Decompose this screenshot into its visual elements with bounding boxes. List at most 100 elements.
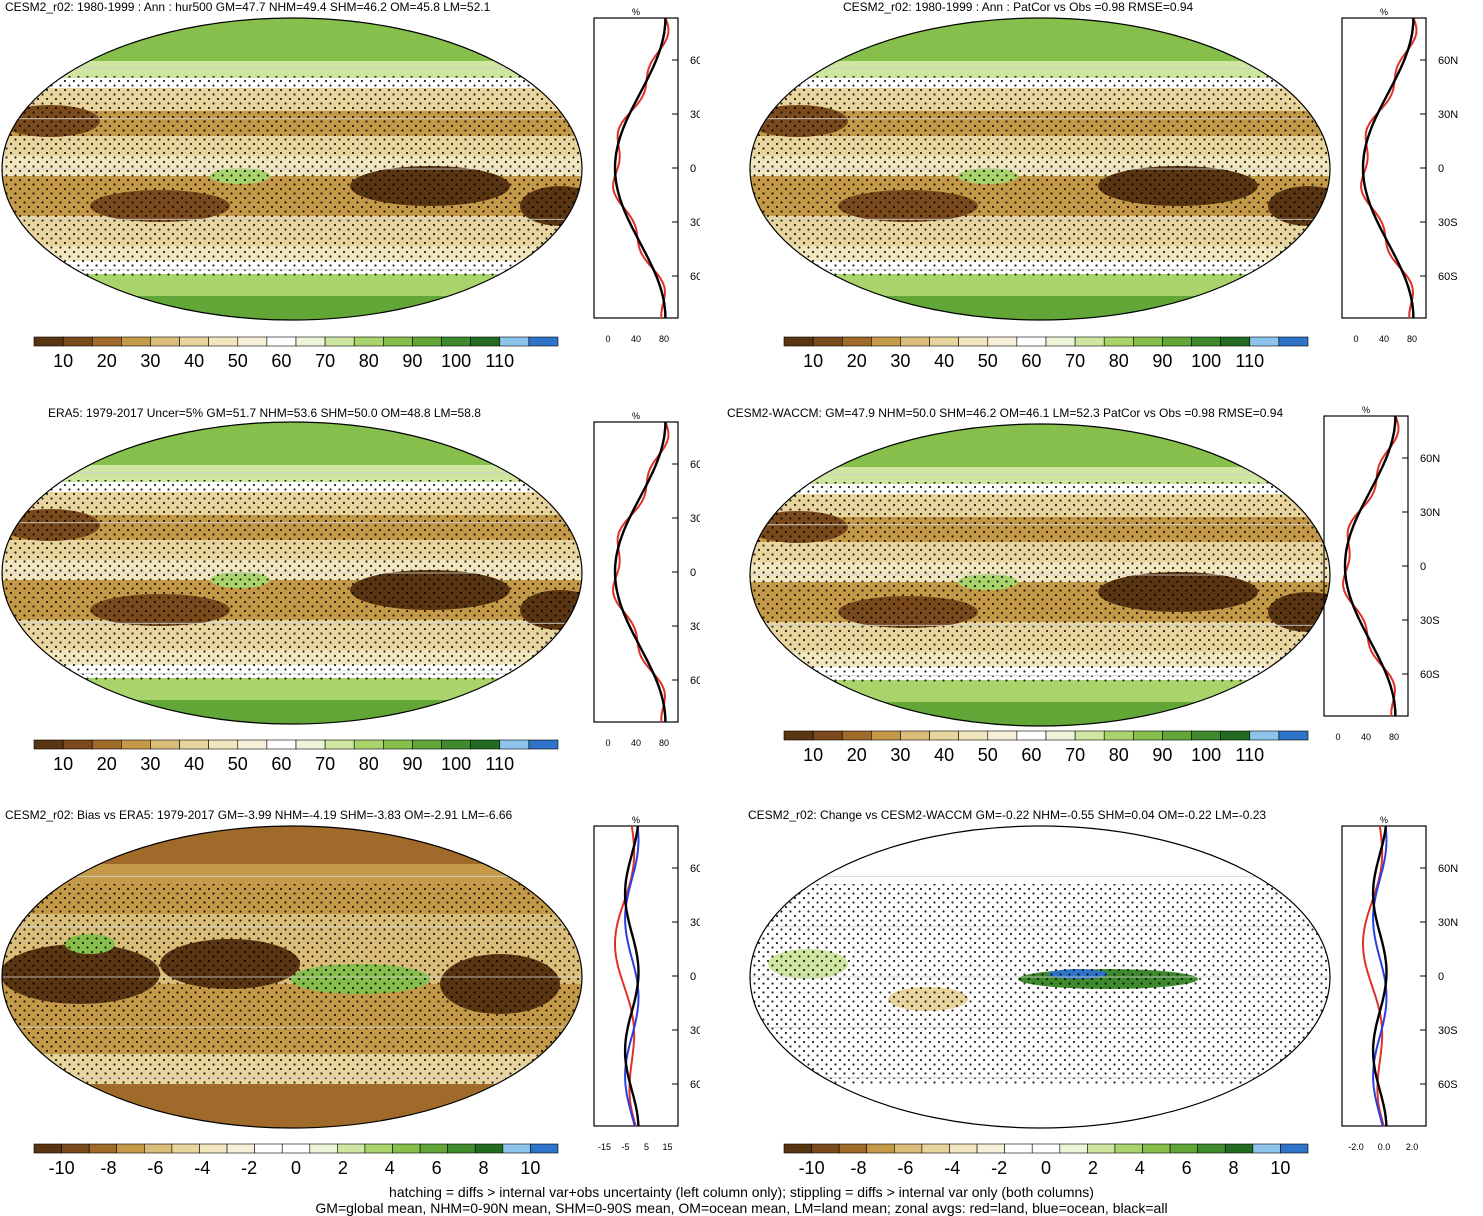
colorbar-tick-label: 30 xyxy=(890,351,910,371)
panel-title: CESM2_r02: Bias vs ERA5: 1979-2017 GM=-3… xyxy=(5,808,513,822)
colorbar-swatch xyxy=(783,1143,812,1154)
colorbar-swatch xyxy=(871,336,901,347)
panel-title: ERA5: 1979-2017 Uncer=5% GM=51.7 NHM=53.… xyxy=(48,406,481,420)
colorbar-swatch xyxy=(871,730,901,741)
lat-tick-label: 0 xyxy=(690,163,696,175)
colorbar-swatch xyxy=(1103,336,1134,347)
colorbar-tick-label: 6 xyxy=(1182,1158,1192,1178)
colorbar-swatch xyxy=(530,1143,559,1154)
zonal-unit-label: % xyxy=(1380,815,1388,825)
colorbar-tick-label: 4 xyxy=(385,1158,395,1178)
zonal-mean-line xyxy=(1371,825,1388,1127)
zonal-unit-label: % xyxy=(632,815,640,825)
colorbar-tick-label: -4 xyxy=(944,1158,960,1178)
colorbar-swatch xyxy=(1220,730,1251,741)
lat-tick-label: 0 xyxy=(1438,971,1444,983)
colorbar-swatch xyxy=(1162,730,1192,741)
colorbar-swatch xyxy=(841,730,872,741)
lat-tick-label: 30S xyxy=(1438,1025,1458,1037)
field-band xyxy=(750,467,1330,484)
colorbar-tick-label: 40 xyxy=(184,351,204,371)
colorbar-swatch xyxy=(811,1143,840,1154)
colorbar-swatch xyxy=(324,336,355,347)
stippling xyxy=(750,884,1330,1084)
colorbar-tick-label: 100 xyxy=(1191,351,1221,371)
plot-frame xyxy=(593,421,679,723)
x-tick-label: 40 xyxy=(631,334,641,344)
colorbar-tick-label: -6 xyxy=(897,1158,913,1178)
lat-tick-label: 30N xyxy=(690,513,700,525)
colorbar-swatch xyxy=(266,739,297,750)
plot-frame xyxy=(593,17,679,319)
colorbar-swatch xyxy=(1252,1143,1281,1154)
colorbar-swatch xyxy=(383,336,413,347)
footer-line-hatching: hatching = diffs > internal var+obs unce… xyxy=(389,1184,1094,1200)
colorbar-tick-label: -2 xyxy=(991,1158,1007,1178)
colorbar-swatch xyxy=(1133,730,1163,741)
colorbar-tick-label: 60 xyxy=(271,754,291,774)
stippling xyxy=(2,884,582,1084)
zonal-mean-line xyxy=(1372,825,1388,1127)
colorbar-tick-label: 40 xyxy=(934,745,954,765)
colorbar-tick-label: 8 xyxy=(479,1158,489,1178)
lat-tick-label: 30N xyxy=(1438,917,1458,929)
zonal-mean-plot: % 60N 30N 0 30S 60S 0 40 80 xyxy=(593,7,700,344)
colorbar-swatch xyxy=(179,336,209,347)
colorbar-swatch xyxy=(61,1143,90,1154)
colorbar-swatch xyxy=(1280,1143,1309,1154)
lat-tick-label: 30S xyxy=(690,621,700,633)
colorbar-swatch xyxy=(1162,336,1192,347)
field-band xyxy=(2,465,582,482)
map-outline xyxy=(1,17,583,321)
panel-title: CESM2_r02: 1980-1999 : Ann : hur500 GM=4… xyxy=(5,0,491,14)
x-tick-label: -2.0 xyxy=(1348,1142,1364,1152)
zonal-mean-line xyxy=(1360,17,1418,318)
colorbar-swatch xyxy=(528,336,559,347)
colorbar-tick-label: 20 xyxy=(847,745,867,765)
colorbar-swatch xyxy=(976,1143,1005,1154)
colorbar-swatch xyxy=(958,336,989,347)
colorbar-tick-label: -8 xyxy=(850,1158,866,1178)
colorbar: 10 20 30 40 50 60 70 80 90 100 110 xyxy=(33,336,559,371)
colorbar-swatch xyxy=(502,1143,531,1154)
colorbar-swatch xyxy=(88,1143,118,1154)
lat-tick-label: 30N xyxy=(1420,507,1440,519)
colorbar-swatch xyxy=(33,336,64,347)
stippling xyxy=(2,76,582,276)
colorbar-swatch xyxy=(1278,730,1309,741)
lat-tick-label: 60S xyxy=(1420,669,1440,681)
colorbar-swatch xyxy=(295,739,326,750)
colorbar-swatch xyxy=(226,1143,255,1154)
colorbar-swatch xyxy=(441,336,471,347)
colorbar-swatch xyxy=(1169,1143,1198,1154)
plot-frame xyxy=(1341,17,1427,319)
colorbar-swatch xyxy=(1059,1143,1088,1154)
colorbar-tick-label: 70 xyxy=(315,754,335,774)
colorbar-swatch xyxy=(783,730,814,741)
colorbar-swatch xyxy=(470,739,501,750)
colorbar-tick-label: -10 xyxy=(799,1158,825,1178)
zonal-mean-plot: % 60N 30N 0 30S 60S 0 40 80 xyxy=(593,411,700,748)
colorbar-swatch xyxy=(1278,336,1309,347)
colorbar-swatch xyxy=(1220,336,1251,347)
colorbar-swatch xyxy=(199,1143,228,1154)
colorbar-tick-label: 20 xyxy=(97,754,117,774)
colorbar: 10 20 30 40 50 60 70 80 90 100 110 xyxy=(33,739,559,774)
lat-tick-label: 60S xyxy=(690,1079,700,1091)
colorbar-tick-label: 4 xyxy=(1135,1158,1145,1178)
colorbar-swatch xyxy=(353,336,384,347)
colorbar-swatch xyxy=(470,336,501,347)
colorbar-swatch xyxy=(150,336,180,347)
x-tick-label: 0 xyxy=(605,334,610,344)
zonal-mean-line xyxy=(1342,415,1400,716)
colorbar-swatch xyxy=(474,1143,504,1154)
plot-frame xyxy=(1323,415,1409,717)
colorbar-tick-label: 110 xyxy=(1235,351,1264,371)
colorbar-tick-label: 6 xyxy=(432,1158,442,1178)
field-band xyxy=(750,274,1330,296)
zonal-mean-line xyxy=(1361,17,1415,319)
colorbar-swatch xyxy=(841,336,872,347)
colorbar: 10 20 30 40 50 60 70 80 90 100 110 xyxy=(783,730,1309,765)
colorbar-tick-label: 100 xyxy=(441,754,471,774)
field-band xyxy=(2,700,582,724)
